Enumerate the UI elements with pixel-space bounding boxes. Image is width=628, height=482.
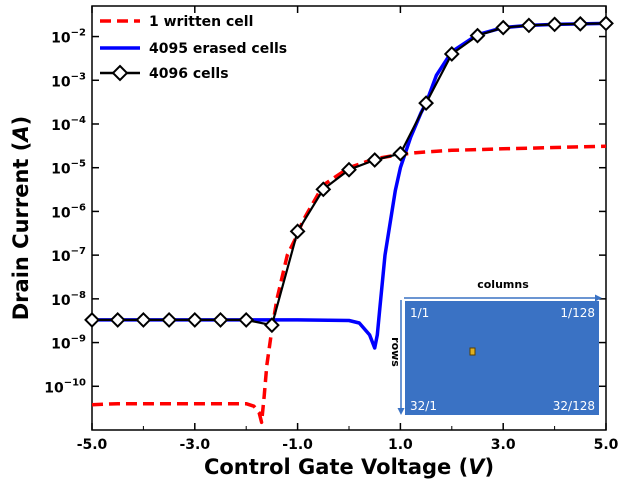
y-tick-exponent: −10 (64, 377, 86, 388)
memory-array-inset: columns rows 1/1 1/128 32/1 32/128 (389, 278, 602, 415)
data-point-marker (212, 311, 229, 328)
y-axis-label-main: Drain Current ( (9, 142, 33, 321)
y-axis-label: Drain Current (A) (9, 116, 33, 321)
data-point-marker (161, 311, 178, 328)
y-tick-label: 10−5 (51, 159, 86, 178)
y-tick-base: 10 (51, 249, 71, 265)
y-tick-exponent: −4 (71, 115, 86, 126)
x-axis-label-unit: V (468, 455, 486, 479)
data-point-marker (186, 311, 203, 328)
data-point-marker (495, 19, 512, 36)
x-tick-label: -3.0 (179, 437, 210, 453)
legend-marker-all (111, 64, 129, 82)
legend-label-erased: 4095 erased cells (149, 41, 287, 57)
inset-bottom-left: 32/1 (410, 399, 437, 413)
y-tick-label: 10−2 (51, 28, 86, 47)
x-tick-label: -5.0 (77, 437, 108, 453)
data-point-marker (289, 223, 306, 240)
y-tick-label: 10−6 (51, 202, 86, 221)
y-tick-base: 10 (44, 380, 64, 396)
inset-rows-label: rows (389, 337, 402, 367)
y-tick-base: 10 (51, 74, 71, 90)
x-axis-label: Control Gate Voltage (V) (204, 455, 494, 479)
inset-bottom-right: 32/128 (553, 399, 595, 413)
data-point-marker (84, 311, 100, 328)
legend: 1 written cell 4095 erased cells 4096 ce… (100, 14, 287, 82)
data-point-marker (443, 46, 460, 62)
x-tick-label: -1.0 (282, 437, 313, 453)
series-line-0 (91, 144, 607, 425)
inset-array-background (405, 301, 599, 415)
marker-layer (84, 15, 614, 334)
data-point-marker (546, 16, 563, 33)
y-tick-label: 10−8 (51, 290, 86, 309)
y-tick-base: 10 (51, 337, 71, 353)
y-tick-label: 10−7 (51, 246, 86, 265)
x-axis-label-close: ) (484, 455, 494, 479)
y-tick-exponent: −9 (71, 334, 86, 345)
y-tick-exponent: −6 (71, 202, 86, 213)
y-tick-base: 10 (51, 293, 71, 309)
data-point-marker (469, 27, 486, 44)
y-axis-label-close: ) (9, 116, 33, 126)
tick-layer: -5.0 -3.0 -1.0 1.0 3.0 5.010−1010−910−810−710… (44, 6, 619, 453)
data-point-marker (572, 15, 589, 32)
y-tick-label: 10−3 (51, 71, 86, 90)
inset-rows-arrowhead (397, 408, 405, 415)
inset-columns-label: columns (477, 278, 529, 291)
y-tick-base: 10 (51, 31, 71, 47)
data-point-marker (238, 311, 255, 328)
data-point-marker (392, 145, 409, 162)
y-tick-base: 10 (51, 118, 71, 134)
y-tick-label: 10−4 (51, 115, 86, 134)
inset-top-right: 1/128 (560, 306, 595, 320)
data-point-marker (366, 152, 383, 168)
y-tick-exponent: −7 (71, 246, 86, 257)
x-tick-label: 1.0 (388, 437, 413, 453)
legend-label-all: 4096 cells (149, 66, 229, 82)
y-tick-base: 10 (51, 162, 71, 178)
data-point-marker (315, 181, 332, 198)
y-tick-exponent: −2 (71, 28, 86, 39)
y-tick-label: 10−9 (51, 334, 86, 353)
y-axis-label-unit: A (9, 125, 33, 143)
y-tick-label: 10−10 (44, 377, 86, 396)
x-tick-label: 3.0 (491, 437, 516, 453)
data-point-marker (341, 161, 357, 178)
data-point-marker (263, 317, 280, 334)
y-tick-exponent: −5 (71, 159, 86, 170)
data-point-marker (109, 311, 126, 328)
y-tick-exponent: −8 (71, 290, 86, 301)
data-point-marker (418, 95, 435, 112)
x-axis-label-main: Control Gate Voltage ( (204, 455, 468, 479)
inset-written-cell (469, 347, 476, 356)
legend-label-written: 1 written cell (149, 14, 253, 30)
data-point-marker (520, 17, 537, 34)
data-point-marker (598, 15, 614, 32)
data-point-marker (135, 311, 152, 328)
inset-top-left: 1/1 (410, 306, 429, 320)
x-tick-label: 5.0 (594, 437, 619, 453)
y-tick-exponent: −3 (71, 71, 86, 82)
y-tick-base: 10 (51, 205, 71, 221)
inset-columns-arrowhead (595, 294, 602, 302)
